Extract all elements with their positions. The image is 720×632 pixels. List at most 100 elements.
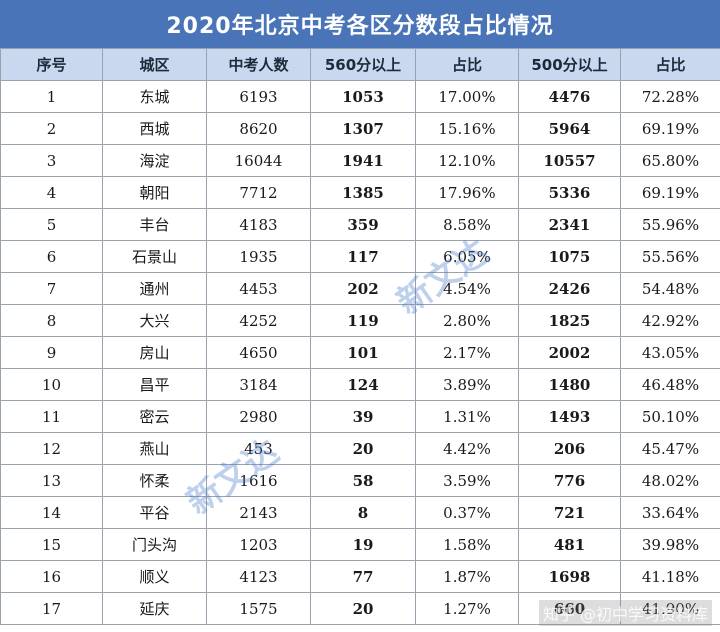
cell-district: 怀柔: [102, 464, 207, 497]
score-table: 序号 城区 中考人数 560分以上 占比 500分以上 占比 1 东城 6193 10…: [0, 48, 720, 625]
cell-district: 朝阳: [102, 176, 207, 209]
cell-district: 通州: [102, 272, 207, 305]
cell-district: 海淀: [102, 144, 207, 177]
cell-examinees: 1935: [206, 240, 311, 273]
cell-index: 6: [0, 240, 103, 273]
cell-district: 大兴: [102, 304, 207, 337]
cell-560-ratio: 1.27%: [415, 592, 519, 625]
cell-district: 丰台: [102, 208, 207, 241]
table-row: 3 海淀 16044 1941 12.10% 10557 65.80%: [0, 144, 720, 177]
header-560-ratio: 占比: [415, 48, 519, 81]
cell-500-ratio: 43.05%: [620, 336, 720, 369]
cell-500-ratio: 50.10%: [620, 400, 720, 433]
cell-560-ratio: 1.87%: [415, 560, 519, 593]
cell-index: 4: [0, 176, 103, 209]
cell-examinees: 6193: [206, 80, 311, 113]
cell-district: 密云: [102, 400, 207, 433]
cell-index: 11: [0, 400, 103, 433]
cell-examinees: 16044: [206, 144, 311, 177]
cell-560-plus: 8: [310, 496, 416, 529]
cell-560-ratio: 8.58%: [415, 208, 519, 241]
cell-560-plus: 117: [310, 240, 416, 273]
cell-560-plus: 19: [310, 528, 416, 561]
cell-index: 15: [0, 528, 103, 561]
cell-index: 9: [0, 336, 103, 369]
cell-examinees: 4650: [206, 336, 311, 369]
cell-index: 10: [0, 368, 103, 401]
cell-560-ratio: 6.05%: [415, 240, 519, 273]
cell-560-ratio: 2.80%: [415, 304, 519, 337]
header-examinees: 中考人数: [206, 48, 311, 81]
cell-560-ratio: 3.89%: [415, 368, 519, 401]
cell-500-ratio: 69.19%: [620, 112, 720, 145]
cell-500-ratio: 39.98%: [620, 528, 720, 561]
cell-district: 石景山: [102, 240, 207, 273]
cell-district: 房山: [102, 336, 207, 369]
cell-district: 延庆: [102, 592, 207, 625]
cell-examinees: 3184: [206, 368, 311, 401]
cell-560-ratio: 1.31%: [415, 400, 519, 433]
table-row: 14 平谷 2143 8 0.37% 721 33.64%: [0, 496, 720, 529]
cell-500-plus: 776: [518, 464, 621, 497]
cell-index: 16: [0, 560, 103, 593]
cell-index: 13: [0, 464, 103, 497]
table-row: 16 顺义 4123 77 1.87% 1698 41.18%: [0, 560, 720, 593]
cell-500-plus: 1698: [518, 560, 621, 593]
cell-560-plus: 124: [310, 368, 416, 401]
cell-index: 12: [0, 432, 103, 465]
cell-560-plus: 1941: [310, 144, 416, 177]
cell-examinees: 4453: [206, 272, 311, 305]
header-500-plus: 500分以上: [518, 48, 621, 81]
cell-500-plus: 10557: [518, 144, 621, 177]
cell-examinees: 1575: [206, 592, 311, 625]
header-district: 城区: [102, 48, 207, 81]
cell-500-ratio: 42.92%: [620, 304, 720, 337]
cell-district: 顺义: [102, 560, 207, 593]
cell-560-ratio: 1.58%: [415, 528, 519, 561]
table-row: 12 燕山 453 20 4.42% 206 45.47%: [0, 432, 720, 465]
table-row: 1 东城 6193 1053 17.00% 4476 72.28%: [0, 80, 720, 113]
cell-500-ratio: 72.28%: [620, 80, 720, 113]
footer-watermark: 知乎 @初中学习资料库: [538, 600, 712, 626]
cell-500-plus: 206: [518, 432, 621, 465]
cell-district: 西城: [102, 112, 207, 145]
table-row: 8 大兴 4252 119 2.80% 1825 42.92%: [0, 304, 720, 337]
cell-index: 3: [0, 144, 103, 177]
cell-500-ratio: 54.48%: [620, 272, 720, 305]
cell-560-ratio: 12.10%: [415, 144, 519, 177]
header-560-plus: 560分以上: [310, 48, 416, 81]
table-row: 6 石景山 1935 117 6.05% 1075 55.56%: [0, 240, 720, 273]
cell-560-plus: 58: [310, 464, 416, 497]
cell-500-ratio: 33.64%: [620, 496, 720, 529]
cell-560-ratio: 2.17%: [415, 336, 519, 369]
table-row: 5 丰台 4183 359 8.58% 2341 55.96%: [0, 208, 720, 241]
cell-500-plus: 5336: [518, 176, 621, 209]
cell-500-plus: 2341: [518, 208, 621, 241]
cell-examinees: 2980: [206, 400, 311, 433]
table-row: 11 密云 2980 39 1.31% 1493 50.10%: [0, 400, 720, 433]
cell-district: 平谷: [102, 496, 207, 529]
table-row: 10 昌平 3184 124 3.89% 1480 46.48%: [0, 368, 720, 401]
cell-500-ratio: 41.90%: [620, 592, 720, 625]
cell-560-plus: 20: [310, 592, 416, 625]
cell-district: 昌平: [102, 368, 207, 401]
cell-index: 5: [0, 208, 103, 241]
header-index: 序号: [0, 48, 103, 81]
cell-500-plus: 1493: [518, 400, 621, 433]
cell-560-plus: 1053: [310, 80, 416, 113]
cell-500-ratio: 48.02%: [620, 464, 720, 497]
cell-district: 门头沟: [102, 528, 207, 561]
cell-examinees: 4183: [206, 208, 311, 241]
cell-560-ratio: 17.96%: [415, 176, 519, 209]
cell-560-plus: 202: [310, 272, 416, 305]
cell-examinees: 7712: [206, 176, 311, 209]
cell-500-plus: 1480: [518, 368, 621, 401]
cell-560-plus: 77: [310, 560, 416, 593]
cell-district: 燕山: [102, 432, 207, 465]
cell-560-plus: 39: [310, 400, 416, 433]
cell-560-plus: 1385: [310, 176, 416, 209]
cell-500-plus: 721: [518, 496, 621, 529]
cell-500-plus: 4476: [518, 80, 621, 113]
cell-examinees: 4252: [206, 304, 311, 337]
table-row: 9 房山 4650 101 2.17% 2002 43.05%: [0, 336, 720, 369]
